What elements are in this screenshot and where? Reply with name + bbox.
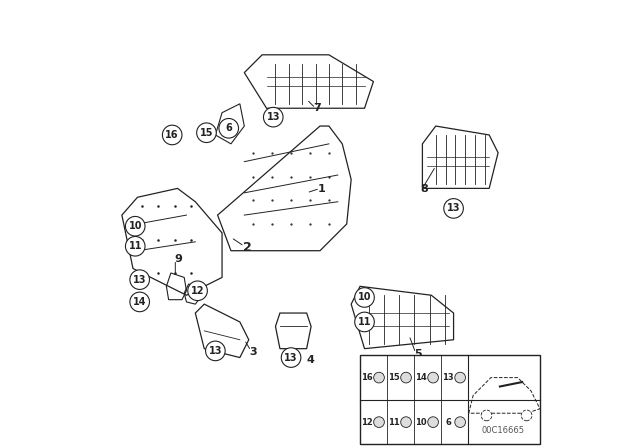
Circle shape	[355, 312, 374, 332]
FancyBboxPatch shape	[360, 355, 540, 444]
Text: 16: 16	[165, 130, 179, 140]
Circle shape	[130, 270, 150, 289]
Circle shape	[125, 216, 145, 236]
Circle shape	[374, 372, 385, 383]
Text: 3: 3	[250, 347, 257, 357]
Circle shape	[428, 372, 438, 383]
Text: 10: 10	[415, 418, 427, 426]
Circle shape	[521, 410, 532, 421]
Text: 1: 1	[318, 184, 326, 194]
Text: 5: 5	[414, 349, 422, 359]
Text: 10: 10	[358, 293, 371, 302]
Text: 14: 14	[133, 297, 147, 307]
Text: 13: 13	[266, 112, 280, 122]
Text: 13: 13	[133, 275, 147, 284]
Circle shape	[481, 410, 492, 421]
Circle shape	[401, 417, 412, 427]
Circle shape	[188, 281, 207, 301]
Circle shape	[455, 417, 465, 427]
Text: 9: 9	[174, 254, 182, 264]
Text: 10: 10	[129, 221, 142, 231]
Text: 11: 11	[358, 317, 371, 327]
Circle shape	[130, 292, 150, 312]
Circle shape	[196, 123, 216, 142]
Circle shape	[455, 372, 465, 383]
Text: 16: 16	[361, 373, 372, 382]
Text: 15: 15	[200, 128, 213, 138]
Text: 13: 13	[442, 373, 454, 382]
Text: 6: 6	[445, 418, 451, 426]
Text: 00C16665: 00C16665	[482, 426, 525, 435]
Circle shape	[125, 237, 145, 256]
Circle shape	[264, 108, 283, 127]
Text: 7: 7	[314, 103, 321, 113]
Circle shape	[374, 417, 385, 427]
Text: 14: 14	[415, 373, 427, 382]
Text: 2: 2	[243, 241, 252, 254]
Circle shape	[163, 125, 182, 145]
Text: 13: 13	[447, 203, 460, 213]
Text: 8: 8	[420, 184, 428, 194]
Text: 6: 6	[225, 123, 232, 133]
Text: 4: 4	[307, 355, 314, 365]
Text: 15: 15	[388, 373, 400, 382]
Circle shape	[401, 372, 412, 383]
Text: 12: 12	[191, 286, 204, 296]
Circle shape	[355, 288, 374, 307]
Circle shape	[219, 118, 239, 138]
Text: 11: 11	[388, 418, 400, 426]
Text: 12: 12	[361, 418, 372, 426]
Text: 13: 13	[284, 353, 298, 362]
Circle shape	[428, 417, 438, 427]
Circle shape	[444, 198, 463, 218]
Text: 13: 13	[209, 346, 222, 356]
Circle shape	[205, 341, 225, 361]
Text: 11: 11	[129, 241, 142, 251]
Circle shape	[281, 348, 301, 367]
